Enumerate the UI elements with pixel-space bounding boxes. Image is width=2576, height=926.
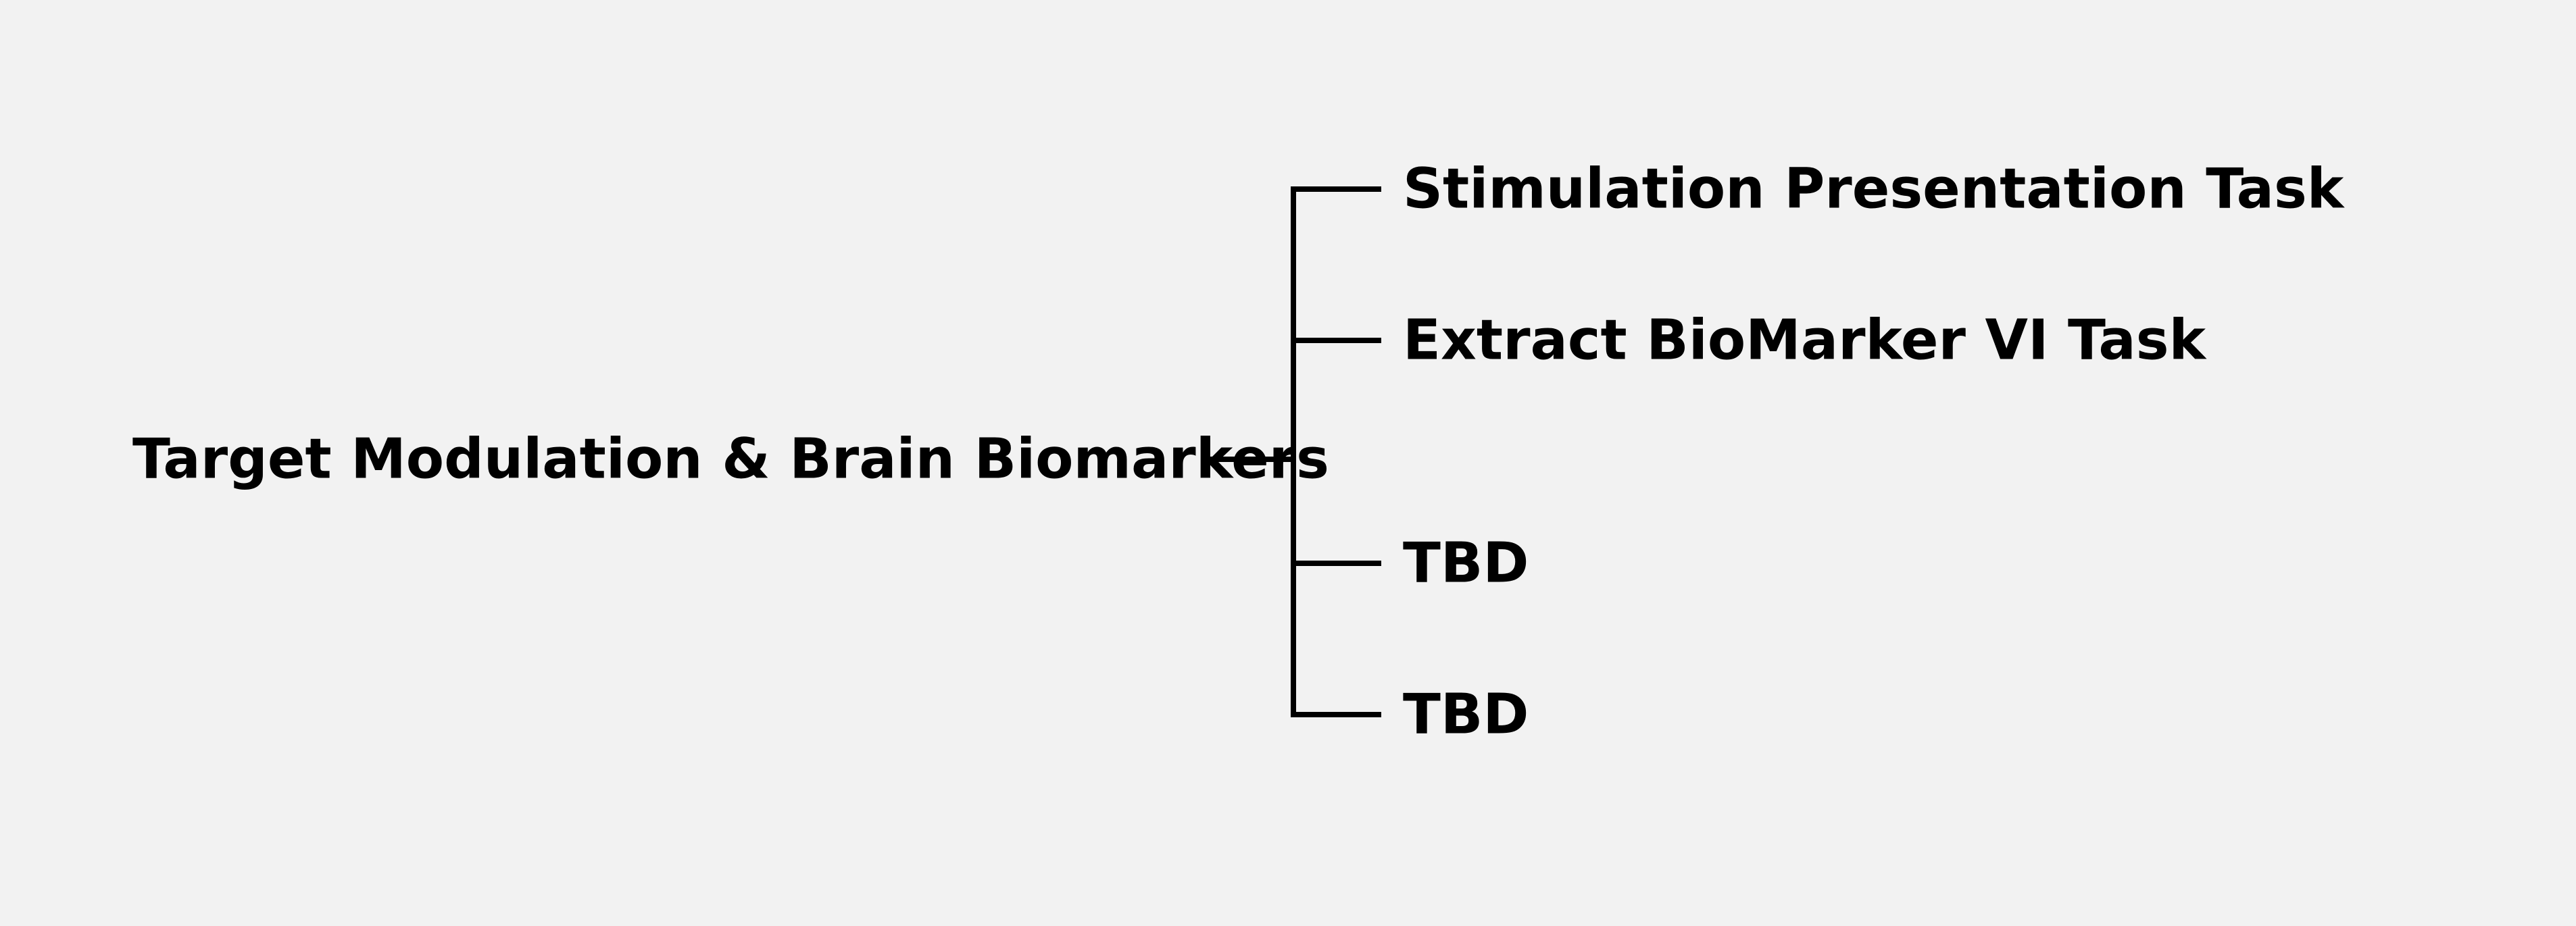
child-node-label: Stimulation Presentation Task <box>1403 157 2344 222</box>
child-node-label: TBD <box>1403 531 1529 596</box>
child-node-label: TBD <box>1403 682 1529 747</box>
child-node-label: Extract BioMarker VI Task <box>1403 308 2206 373</box>
root-node-label: Target Modulation & Brain Biomarkers <box>132 427 1329 492</box>
